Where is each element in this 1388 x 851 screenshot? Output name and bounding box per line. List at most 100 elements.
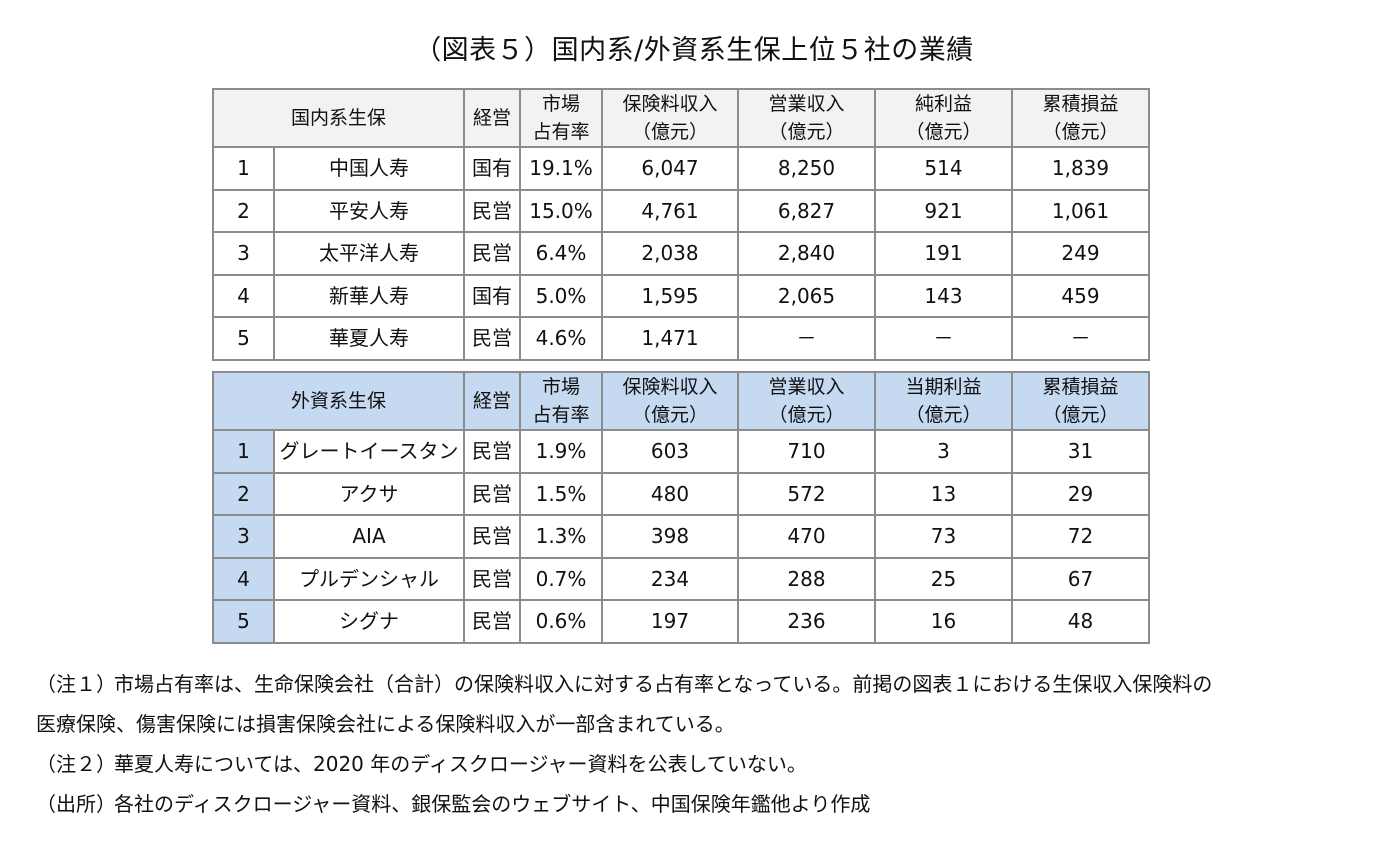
note-1: （注１）市場占有率は、生命保険会社（合計）の保険料収入に対する占有率となっている… (36, 664, 1212, 704)
management-cell: 民営 (463, 316, 521, 361)
rank-cell: 1 (212, 146, 275, 191)
rank-cell: 4 (212, 273, 275, 318)
share-cell: 1.3% (519, 514, 603, 559)
header-market-share: 市場 占有率 (519, 88, 603, 148)
revenue-cell: 2,065 (737, 273, 876, 318)
cumulative-cell: 31 (1011, 429, 1150, 474)
share-cell: 5.0% (519, 273, 603, 318)
header-management: 経営 (463, 88, 521, 148)
premium-cell: 197 (601, 599, 739, 644)
revenue-cell: 236 (737, 599, 876, 644)
share-cell: 1.5% (519, 471, 603, 516)
header-operating-revenue: 営業収入 （億元） (737, 371, 876, 431)
company-cell: 太平洋人寿 (273, 231, 465, 276)
note-text: 各社のディスクロージャー資料、銀保監会のウェブサイト、中国保険年鑑他より作成 (114, 792, 871, 816)
note-label: （注１） (36, 672, 116, 696)
table-row: 5 華夏人寿 民営 4.6% 1,471 － － － (212, 316, 1150, 361)
premium-cell: 234 (601, 556, 739, 601)
cumulative-cell: 29 (1011, 471, 1150, 516)
management-cell: 国有 (463, 146, 521, 191)
revenue-cell: 470 (737, 514, 876, 559)
profit-cell: － (874, 316, 1013, 361)
premium-cell: 1,595 (601, 273, 739, 318)
header-operating-revenue: 営業収入 （億元） (737, 88, 876, 148)
revenue-cell: － (737, 316, 876, 361)
cumulative-cell: 249 (1011, 231, 1150, 276)
rank-cell: 2 (212, 471, 275, 516)
share-cell: 1.9% (519, 429, 603, 474)
rank-cell: 4 (212, 556, 275, 601)
cumulative-cell: 1,061 (1011, 188, 1150, 233)
share-cell: 15.0% (519, 188, 603, 233)
premium-cell: 2,038 (601, 231, 739, 276)
revenue-cell: 288 (737, 556, 876, 601)
management-cell: 民営 (463, 514, 521, 559)
profit-cell: 921 (874, 188, 1013, 233)
note-2: （注２）華夏人寿については、2020 年のディスクロージャー資料を公表していない… (36, 744, 1212, 784)
table-row: 3 AIA 民営 1.3% 398 470 73 72 (212, 514, 1150, 559)
premium-cell: 603 (601, 429, 739, 474)
header-period-profit: 当期利益 （億元） (874, 371, 1013, 431)
profit-cell: 143 (874, 273, 1013, 318)
management-cell: 民営 (463, 188, 521, 233)
profit-cell: 16 (874, 599, 1013, 644)
revenue-cell: 710 (737, 429, 876, 474)
share-cell: 19.1% (519, 146, 603, 191)
premium-cell: 1,471 (601, 316, 739, 361)
table-header-row: 外資系生保 経営 市場 占有率 保険料収入 （億元） 営業収入 （億元） 当期利… (212, 371, 1150, 431)
company-cell: AIA (273, 514, 465, 559)
share-cell: 4.6% (519, 316, 603, 361)
foreign-insurers-table: 外資系生保 経営 市場 占有率 保険料収入 （億元） 営業収入 （億元） 当期利… (212, 371, 1150, 644)
header-premium-income: 保険料収入 （億元） (601, 88, 739, 148)
note-text: 華夏人寿については、2020 年のディスクロージャー資料を公表していない。 (114, 752, 807, 776)
management-cell: 国有 (463, 273, 521, 318)
company-cell: プルデンシャル (273, 556, 465, 601)
profit-cell: 73 (874, 514, 1013, 559)
company-cell: シグナ (273, 599, 465, 644)
rank-cell: 3 (212, 231, 275, 276)
cumulative-cell: 72 (1011, 514, 1150, 559)
rank-cell: 5 (212, 316, 275, 361)
premium-cell: 398 (601, 514, 739, 559)
table-row: 4 プルデンシャル 民営 0.7% 234 288 25 67 (212, 556, 1150, 601)
table-row: 2 アクサ 民営 1.5% 480 572 13 29 (212, 471, 1150, 516)
company-cell: 中国人寿 (273, 146, 465, 191)
table-row: 1 グレートイースタン 民営 1.9% 603 710 3 31 (212, 429, 1150, 474)
share-cell: 6.4% (519, 231, 603, 276)
share-cell: 0.7% (519, 556, 603, 601)
profit-cell: 25 (874, 556, 1013, 601)
profit-cell: 191 (874, 231, 1013, 276)
header-net-profit: 純利益 （億元） (874, 88, 1013, 148)
rank-cell: 3 (212, 514, 275, 559)
management-cell: 民営 (463, 429, 521, 474)
revenue-cell: 2,840 (737, 231, 876, 276)
management-cell: 民営 (463, 556, 521, 601)
table-row: 3 太平洋人寿 民営 6.4% 2,038 2,840 191 249 (212, 231, 1150, 276)
header-cumulative-pl: 累積損益 （億元） (1011, 371, 1150, 431)
table-header-row: 国内系生保 経営 市場 占有率 保険料収入 （億元） 営業収入 （億元） 純利益… (212, 88, 1150, 148)
revenue-cell: 572 (737, 471, 876, 516)
note-label: （注２） (36, 752, 116, 776)
cumulative-cell: 459 (1011, 273, 1150, 318)
cumulative-cell: － (1011, 316, 1150, 361)
profit-cell: 13 (874, 471, 1013, 516)
management-cell: 民営 (463, 471, 521, 516)
premium-cell: 480 (601, 471, 739, 516)
management-cell: 民営 (463, 231, 521, 276)
table-row: 4 新華人寿 国有 5.0% 1,595 2,065 143 459 (212, 273, 1150, 318)
company-cell: グレートイースタン (273, 429, 465, 474)
revenue-cell: 8,250 (737, 146, 876, 191)
company-cell: 平安人寿 (273, 188, 465, 233)
table-row: 5 シグナ 民営 0.6% 197 236 16 48 (212, 599, 1150, 644)
note-1-continuation: 医療保険、傷害保険には損害保険会社による保険料収入が一部含まれている。 (36, 712, 735, 736)
note-text: 市場占有率は、生命保険会社（合計）の保険料収入に対する占有率となっている。前掲の… (114, 672, 1213, 696)
header-company: 外資系生保 (212, 371, 465, 431)
rank-cell: 1 (212, 429, 275, 474)
source-note: （出所）各社のディスクロージャー資料、銀保監会のウェブサイト、中国保険年鑑他より… (36, 784, 1212, 824)
note-label: （出所） (36, 792, 116, 816)
header-market-share: 市場 占有率 (519, 371, 603, 431)
header-management: 経営 (463, 371, 521, 431)
profit-cell: 3 (874, 429, 1013, 474)
footnotes: （注１）市場占有率は、生命保険会社（合計）の保険料収入に対する占有率となっている… (36, 664, 1212, 824)
revenue-cell: 6,827 (737, 188, 876, 233)
